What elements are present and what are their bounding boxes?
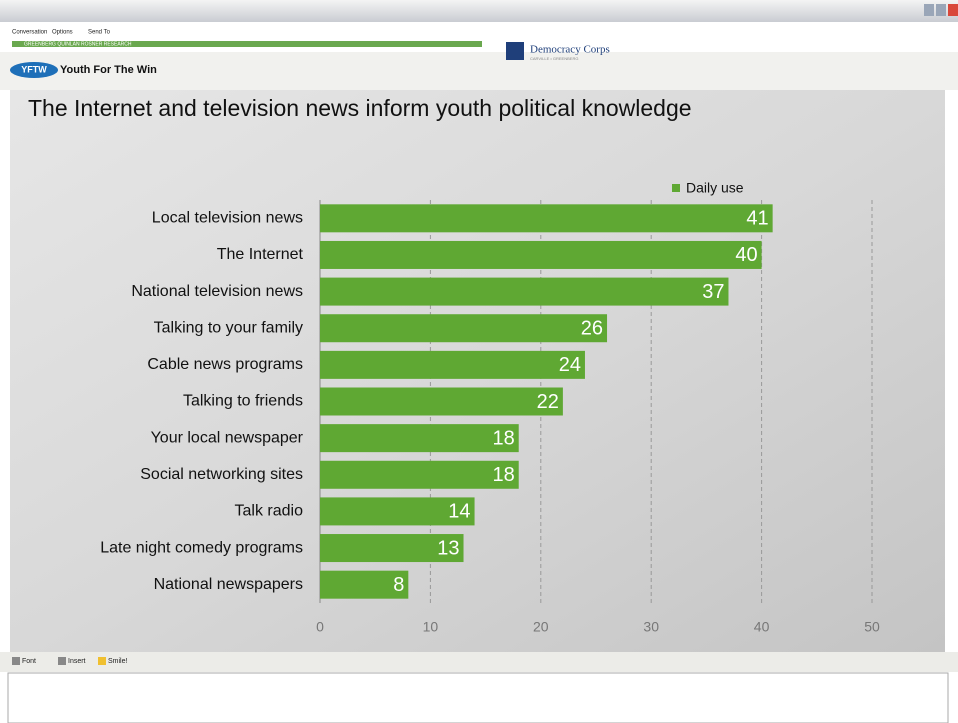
value-label: 14 (448, 501, 470, 523)
bar (320, 350, 585, 379)
x-tick-label: 30 (643, 619, 659, 635)
y-tick-label: Local television news (152, 210, 303, 227)
bar (320, 204, 773, 233)
y-tick-label: The Internet (217, 246, 304, 263)
value-label: 24 (559, 354, 581, 376)
brand: Democracy Corps (530, 44, 610, 56)
toolbar-items: Font Insert Smile! (12, 657, 128, 665)
tool-icon (12, 657, 20, 665)
menu-item[interactable]: Send To (88, 30, 111, 36)
value-label: 26 (581, 318, 603, 340)
bar (320, 314, 608, 343)
menu-item[interactable]: Conversation (12, 30, 47, 36)
bar (320, 277, 729, 306)
value-label: 37 (702, 281, 724, 303)
x-tick-label: 50 (864, 619, 880, 635)
minimize-button[interactable] (924, 4, 934, 16)
x-tick-label: 10 (423, 619, 439, 635)
status-bar (12, 41, 482, 47)
value-label: 13 (437, 537, 459, 559)
value-label: 22 (537, 391, 559, 413)
logo (10, 62, 58, 78)
y-tick-label: Late night comedy programs (100, 539, 303, 556)
status-text: GREENBERG QUINLAN ROSNER RESEARCH (24, 41, 132, 47)
chart-title: The Internet and television news inform … (28, 95, 692, 121)
menu-bar: Conversation Options Send To (12, 30, 111, 36)
value-label: 18 (492, 427, 514, 449)
y-tick-label: National newspapers (154, 576, 303, 593)
bar (320, 460, 519, 489)
tool-button[interactable]: Font (22, 658, 36, 665)
y-tick-label: Talk radio (235, 503, 304, 520)
legend-swatch (672, 184, 680, 192)
bar (320, 424, 519, 453)
brand-logo (506, 42, 524, 60)
y-tick-label: Talking to friends (183, 393, 303, 410)
header (0, 52, 958, 90)
tool-button[interactable]: Smile! (108, 658, 128, 665)
x-tick-label: 20 (533, 619, 549, 635)
tool-icon (98, 657, 106, 665)
x-tick-label: 0 (316, 619, 324, 635)
y-tick-label: Talking to your family (154, 319, 303, 336)
message-input[interactable] (7, 672, 949, 723)
maximize-button[interactable] (936, 4, 946, 16)
chart: 0 10 20 30 40 50 Local television news The Inte… (100, 180, 880, 635)
tool-button[interactable]: Insert (68, 658, 86, 665)
y-tick-label: Your local newspaper (151, 429, 304, 446)
bar (320, 387, 563, 416)
bar (320, 240, 762, 269)
header-title: Youth For The Win (60, 64, 157, 76)
bar (320, 497, 475, 526)
x-tick-label: 40 (754, 619, 770, 635)
y-tick-label: Social networking sites (140, 466, 303, 483)
legend-label: Daily use (686, 180, 744, 196)
toolbar (0, 652, 958, 672)
title-bar (0, 0, 958, 22)
menu-item[interactable]: Options (52, 30, 73, 36)
value-label: 41 (746, 208, 768, 230)
value-label: 40 (735, 244, 757, 266)
y-tick-label: National television news (131, 283, 303, 300)
bar (320, 534, 464, 563)
brand-sub: CARVILLE • GREENBERG (530, 56, 578, 61)
close-button[interactable] (948, 4, 958, 16)
tool-icon (58, 657, 66, 665)
value-label: 18 (492, 464, 514, 486)
value-label: 8 (393, 574, 404, 596)
y-tick-label: Cable news programs (147, 356, 303, 373)
bar (320, 570, 409, 599)
logo-text: YFTW (21, 64, 47, 74)
